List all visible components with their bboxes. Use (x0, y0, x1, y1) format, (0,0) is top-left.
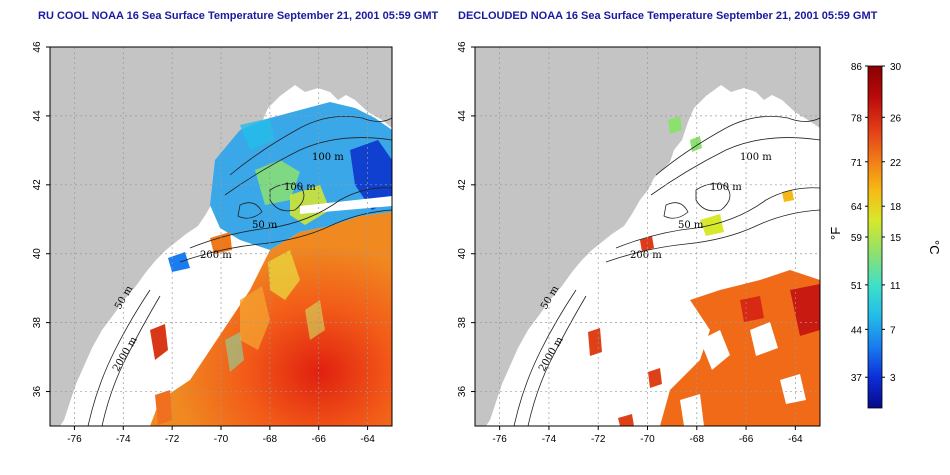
x-tick-label: -72 (165, 434, 180, 445)
right-map-panel: 100 m 100 m 50 m 200 m 50 m 2000 m -76 -7… (457, 41, 821, 445)
f-tick-label: 78 (851, 113, 863, 124)
x-tick-label: -66 (739, 434, 754, 445)
c-tick-label: 26 (890, 113, 902, 124)
y-tick-label: 46 (32, 41, 43, 53)
contour-label: 100 m (740, 152, 772, 163)
x-tick-label: -70 (214, 434, 229, 445)
x-tick-label: -64 (360, 434, 375, 445)
c-tick-label: 3 (890, 373, 896, 384)
contour-label: 100 m (284, 182, 316, 193)
y-tick-label: 42 (32, 179, 43, 191)
temperature-colorbar: 86 78 71 64 59 51 44 37 30 26 22 18 15 11 7 3 °F °C (828, 62, 942, 409)
graticule (475, 46, 820, 426)
left-map-title: RU COOL NOAA 16 Sea Surface Temperature … (38, 10, 439, 22)
f-tick-label: 51 (851, 281, 863, 292)
sst-decloud-patches (588, 116, 820, 426)
x-tick-label: -74 (116, 434, 131, 445)
contour-label: 100 m (710, 182, 742, 193)
f-tick-label: 59 (851, 233, 863, 244)
y-axis-ticks-right: 36 38 40 42 44 46 (457, 41, 475, 397)
x-tick-label: -64 (788, 434, 803, 445)
y-tick-label: 42 (457, 179, 468, 191)
x-tick-label: -76 (492, 434, 507, 445)
x-tick-label: -66 (311, 434, 326, 445)
x-tick-label: -76 (67, 434, 82, 445)
f-tick-label: 86 (851, 62, 863, 73)
fahrenheit-unit-label: °F (828, 227, 843, 240)
c-tick-label: 11 (890, 281, 901, 292)
land-mass (50, 47, 392, 426)
contour-label: 100 m (312, 152, 344, 163)
right-map-title: DECLOUDED NOAA 16 Sea Surface Temperatur… (458, 10, 878, 22)
y-tick-label: 46 (457, 41, 468, 53)
y-tick-label: 38 (32, 317, 43, 329)
celsius-scale: 30 26 22 18 15 11 7 3 (882, 62, 902, 384)
left-map-panel: 100 m 100 m 50 m 200 m 50 m 2000 m -76 -7… (32, 41, 393, 445)
x-tick-label: -72 (591, 434, 606, 445)
y-tick-label: 44 (457, 110, 468, 122)
c-tick-label: 18 (890, 202, 902, 213)
x-tick-label: -74 (542, 434, 557, 445)
celsius-unit-label: °C (927, 240, 942, 255)
f-tick-label: 71 (851, 158, 863, 169)
y-tick-label: 36 (457, 386, 468, 398)
colorbar-gradient (867, 65, 883, 409)
land-mass (475, 47, 820, 426)
contour-label: 50 m (252, 220, 278, 231)
fahrenheit-scale: 86 78 71 64 59 51 44 37 (851, 62, 868, 384)
c-tick-label: 22 (890, 158, 902, 169)
contour-label: 200 m (630, 250, 662, 261)
contour-label: 50 m (678, 220, 704, 231)
y-tick-label: 38 (457, 317, 468, 329)
f-tick-label: 64 (851, 202, 863, 213)
x-tick-label: -68 (690, 434, 705, 445)
c-tick-label: 15 (890, 233, 902, 244)
x-tick-label: -70 (640, 434, 655, 445)
c-tick-label: 7 (890, 325, 896, 336)
x-axis-ticks-left: -76 -74 -72 -70 -68 -66 -64 (67, 426, 375, 445)
y-tick-label: 40 (457, 248, 468, 260)
x-axis-ticks-right: -76 -74 -72 -70 -68 -66 -64 (492, 426, 803, 445)
x-tick-label: -68 (263, 434, 278, 445)
c-tick-label: 30 (890, 62, 902, 73)
contour-label: 200 m (200, 250, 232, 261)
y-axis-ticks-left: 36 38 40 42 44 46 (32, 41, 50, 397)
y-tick-label: 44 (32, 110, 43, 122)
f-tick-label: 44 (851, 325, 863, 336)
f-tick-label: 37 (851, 373, 863, 384)
y-tick-label: 40 (32, 248, 43, 260)
sst-warm-region (150, 212, 392, 426)
y-tick-label: 36 (32, 386, 43, 398)
